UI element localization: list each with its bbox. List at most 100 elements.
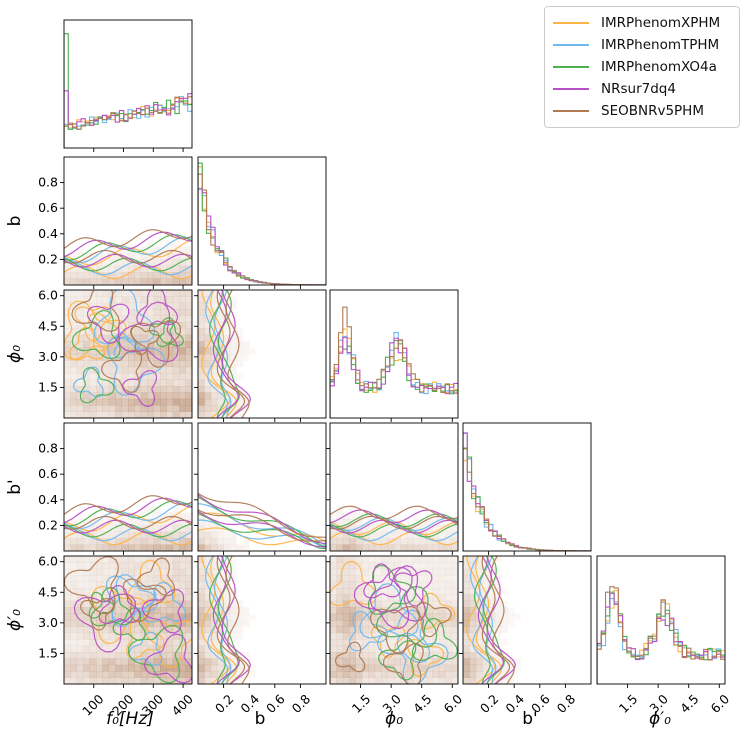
density-cell <box>438 600 446 608</box>
density-cell <box>387 677 395 684</box>
density-cell <box>140 309 148 316</box>
density-cell <box>147 632 154 640</box>
density-cell <box>217 664 224 672</box>
density-cell <box>236 632 244 640</box>
density-cell <box>355 620 363 627</box>
density-cell <box>89 525 97 533</box>
density-cell <box>204 671 212 678</box>
density-cell <box>134 556 142 563</box>
density-cell <box>179 398 186 406</box>
density-cell <box>342 620 350 627</box>
density-cell <box>381 620 388 627</box>
contour-IMRPhenomXPHM <box>330 560 378 607</box>
density-cell <box>115 386 122 393</box>
density-cell <box>488 600 496 608</box>
density-cell <box>128 341 135 348</box>
density-cell <box>330 626 337 634</box>
density-cell <box>83 562 90 570</box>
density-cell <box>160 334 167 342</box>
density-cell <box>172 302 180 310</box>
density-cell <box>179 626 186 634</box>
density-f0-b2 <box>64 495 192 551</box>
density-cell <box>160 315 167 323</box>
density-cell <box>432 581 440 589</box>
density-cell <box>76 575 84 582</box>
density-cell <box>70 568 78 576</box>
density-cell <box>179 568 186 576</box>
density-cell <box>236 613 244 621</box>
density-cell <box>147 253 154 260</box>
density-cell <box>134 360 142 368</box>
density-cell <box>64 600 71 608</box>
density-cell <box>134 632 142 640</box>
density-cell <box>236 411 244 418</box>
density-cell <box>217 556 224 563</box>
density-cell <box>134 354 142 361</box>
density-cell <box>374 671 382 678</box>
density-cell <box>230 315 237 323</box>
density-cell <box>140 645 148 653</box>
density-cell <box>242 652 250 659</box>
density-cell <box>451 538 458 545</box>
density-cell <box>482 562 489 570</box>
density-cell <box>336 581 344 589</box>
density-cell <box>330 639 337 646</box>
density-cell <box>336 639 344 646</box>
density-cell <box>355 607 363 614</box>
contour-NRsur7dq4 <box>330 519 458 534</box>
density-cell <box>64 594 71 602</box>
histogram-line-NRsur7dq4 <box>64 90 192 148</box>
density-cell <box>438 652 446 659</box>
contour-SEOBNRv5PHM <box>225 290 250 418</box>
density-cell <box>172 366 180 374</box>
density-cell <box>134 652 142 659</box>
density-cell <box>76 671 84 678</box>
density-cell <box>147 664 154 672</box>
density-cell <box>166 531 174 539</box>
density-cell <box>185 556 192 563</box>
density-cell <box>102 568 110 576</box>
density-cell <box>330 512 337 520</box>
density-cell <box>413 677 420 684</box>
density-cell <box>445 607 452 614</box>
density-cell <box>108 315 116 323</box>
density-cell <box>140 531 148 539</box>
density-cell <box>70 594 78 602</box>
density-cell <box>140 302 148 310</box>
density-cell <box>64 620 71 627</box>
density-cell <box>128 581 135 589</box>
panel-frame-b-phi0p <box>197 555 327 685</box>
density-cell <box>108 272 116 279</box>
density-cell <box>64 531 71 539</box>
density-cell <box>108 538 116 545</box>
density-cell <box>166 525 174 533</box>
density-cell <box>76 386 84 393</box>
density-cell <box>336 562 344 570</box>
density-cell <box>223 594 231 602</box>
density-cell <box>406 671 414 678</box>
density-cell <box>128 671 135 678</box>
density-cell <box>134 272 142 279</box>
density-cell <box>102 556 110 563</box>
density-cell <box>147 613 154 621</box>
density-cell <box>134 562 142 570</box>
contour-SEOBNRv5PHM <box>330 515 458 530</box>
xaxis-label-phi0: ϕ₀ <box>385 709 403 729</box>
density-cell <box>185 411 192 418</box>
density-cell <box>185 607 192 614</box>
density-cell <box>70 607 78 614</box>
density-cell <box>185 632 192 640</box>
contour-NRsur7dq4 <box>121 370 158 408</box>
density-cell <box>70 272 78 279</box>
legend-swatch <box>553 22 589 24</box>
density-cell <box>121 645 129 653</box>
density-cell <box>96 607 103 614</box>
density-cell <box>362 652 369 659</box>
density-cell <box>230 620 237 627</box>
density-cell <box>166 600 174 608</box>
density-cell <box>198 544 205 551</box>
density-cell <box>140 594 148 602</box>
density-cell <box>342 632 350 640</box>
density-cell <box>153 652 161 659</box>
